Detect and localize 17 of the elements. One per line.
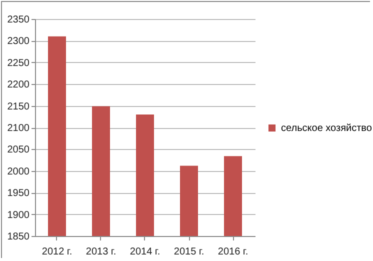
- y-tick-label: 1900: [7, 210, 30, 221]
- y-tick-label: 2300: [7, 36, 30, 48]
- y-tick-label: 2150: [7, 101, 30, 112]
- y-tick-label: 2050: [7, 144, 30, 156]
- y-tick-label: 1850: [7, 232, 30, 242]
- y-tick-label: 2000: [7, 166, 30, 178]
- x-tick-label: 2013 г.: [86, 246, 116, 258]
- x-tick-label: 2012 г.: [42, 246, 72, 258]
- y-tick-label: 2100: [7, 123, 30, 134]
- x-tick-label: 2016 г.: [218, 246, 248, 258]
- x-tick-label: 2014 г.: [130, 246, 160, 258]
- x-tick-label: 2015 г.: [174, 246, 204, 258]
- y-tick-label: 2250: [7, 58, 30, 69]
- legend-label: сельское хозяйство: [281, 123, 372, 134]
- y-tick-label: 1950: [7, 188, 30, 200]
- y-tick-label: 2350: [7, 14, 30, 26]
- y-tick-label: 2200: [7, 80, 30, 91]
